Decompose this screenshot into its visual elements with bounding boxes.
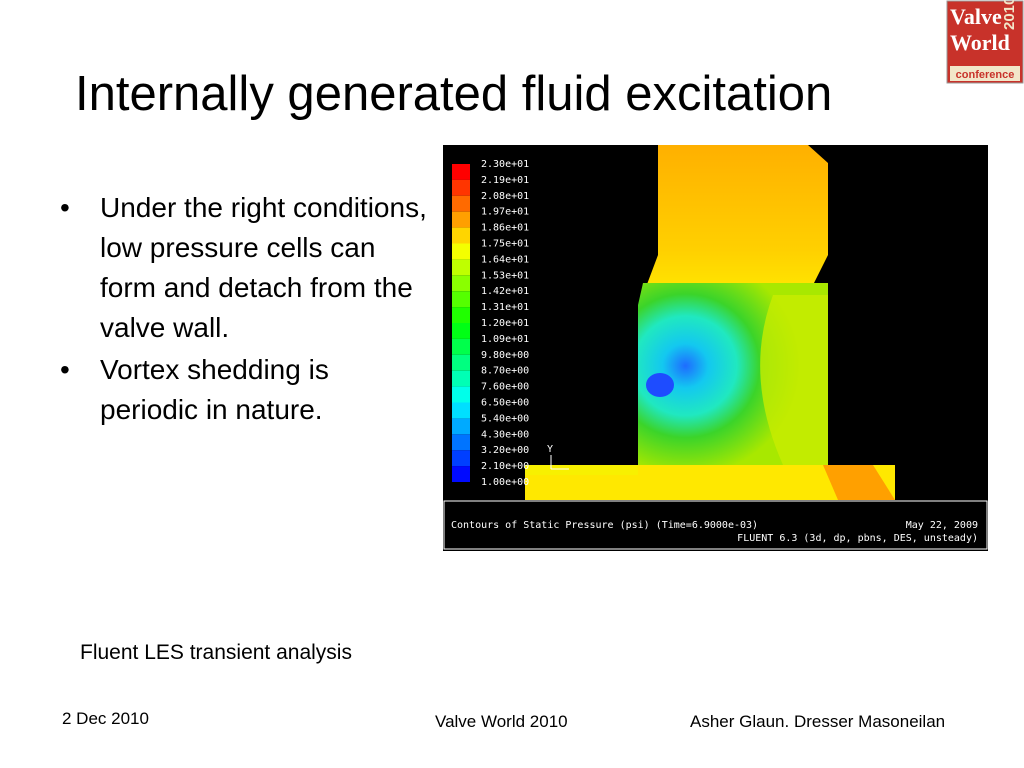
footer-author: Asher Glaun. Dresser Masoneilan [690, 712, 946, 731]
bullet-list: Under the right conditions, low pressure… [55, 188, 430, 432]
legend-label: 1.09e+01 [481, 334, 529, 345]
logo-tag: conference [956, 69, 1015, 81]
legend-swatch [452, 418, 470, 435]
legend-label: 8.70e+00 [481, 366, 529, 377]
legend-swatch [452, 450, 470, 467]
legend-label: 1.75e+01 [481, 239, 529, 250]
legend-label: 7.60e+00 [481, 382, 529, 393]
legend-label: 2.08e+01 [481, 191, 529, 202]
legend-label: 9.80e+00 [481, 350, 529, 361]
legend-swatch [452, 211, 470, 228]
legend-swatch [452, 307, 470, 323]
logo: Valve World 2010 conference [946, 0, 1024, 84]
logo-text: Valve [950, 4, 1002, 29]
info-text: Contours of Static Pressure (psi) (Time=… [451, 520, 758, 531]
title: Internally generated fluid excitation [75, 67, 833, 121]
legend-swatch [452, 434, 470, 451]
legend-swatch [452, 402, 470, 419]
info-text: FLUENT 6.3 (3d, dp, pbns, DES, unsteady) [737, 533, 978, 544]
footer-date: 2 Dec 2010 [62, 709, 149, 728]
legend-swatch [452, 275, 470, 292]
legend-swatch [452, 466, 470, 482]
legend-label: 6.50e+00 [481, 398, 529, 409]
legend-label: 2.30e+01 [481, 159, 529, 170]
logo-year: 2010 [1001, 0, 1018, 30]
legend-label: 2.19e+01 [481, 175, 529, 186]
legend-label: 3.20e+00 [481, 445, 529, 456]
legend-label: 1.53e+01 [481, 270, 529, 281]
legend-swatch [452, 243, 470, 260]
legend-label: 4.30e+00 [481, 429, 529, 440]
legend-label: 2.10e+00 [481, 461, 529, 472]
axis-label: Y [547, 444, 553, 455]
legend-label: 1.20e+01 [481, 318, 529, 329]
legend-swatch [452, 164, 470, 180]
bullet: Under the right conditions, low pressure… [55, 188, 430, 348]
cfd-figure: Contours of Static Pressure (psi) (Time=… [443, 145, 988, 551]
legend-label: 1.42e+01 [481, 286, 529, 297]
legend-label: 5.40e+00 [481, 413, 529, 424]
info-text: May 22, 2009 [906, 520, 978, 531]
legend-swatch [452, 259, 470, 276]
legend-label: 1.64e+01 [481, 254, 529, 265]
legend-swatch [452, 354, 470, 371]
legend-swatch [452, 195, 470, 212]
legend-label: 1.86e+01 [481, 223, 529, 234]
legend-swatch [452, 386, 470, 403]
logo-text: World [950, 30, 1010, 55]
legend-swatch [452, 370, 470, 387]
legend-label: 1.31e+01 [481, 302, 529, 313]
legend-label: 1.00e+00 [481, 477, 529, 488]
legend-swatch [452, 179, 470, 196]
legend-swatch [452, 323, 470, 339]
legend-swatch [452, 291, 470, 308]
legend-swatch [452, 338, 470, 355]
legend-label: 1.97e+01 [481, 207, 529, 218]
caption: Fluent LES transient analysis [80, 641, 352, 664]
bullet: Vortex shedding is periodic in nature. [55, 350, 430, 430]
legend-swatch [452, 227, 470, 244]
footer-event: Valve World 2010 [435, 712, 568, 731]
